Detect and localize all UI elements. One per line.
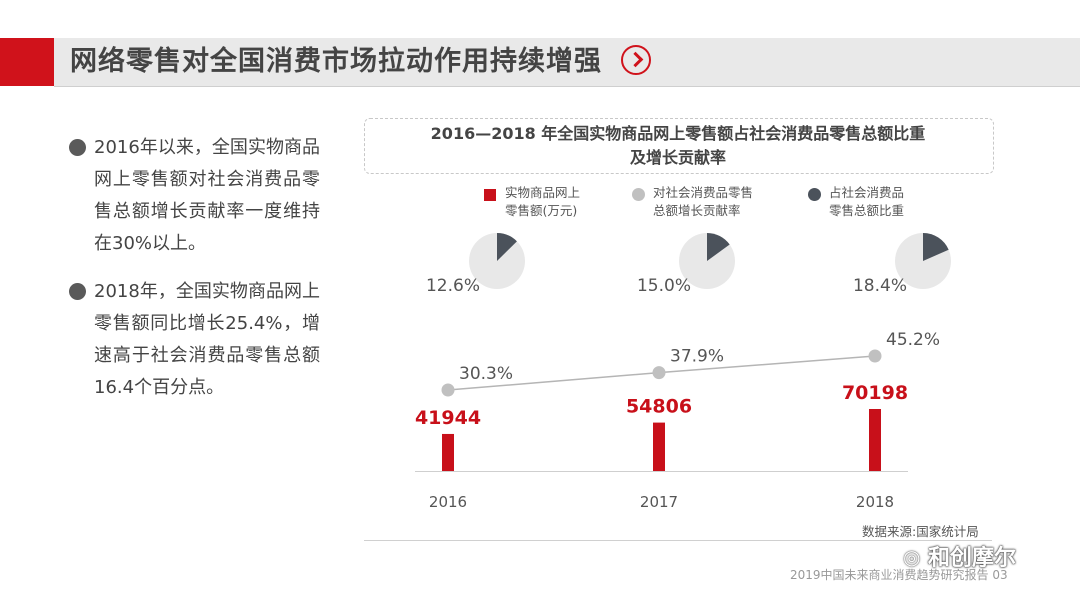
arrow-right-icon[interactable]	[621, 45, 651, 75]
legend-share-label: 占社会消费品 零售总额比重	[829, 184, 904, 220]
footer-text: 2019中国未来商业消费趋势研究报告 03	[790, 568, 1008, 582]
contribution-point-2017	[652, 366, 666, 380]
contribution-label-2016: 30.3%	[459, 364, 513, 384]
legend-share-line-2: 零售总额比重	[829, 203, 905, 218]
share-pie-slice-2016	[497, 233, 517, 261]
title-divider	[54, 86, 1080, 87]
legend-share-swatch	[808, 188, 821, 201]
share-label-2017: 15.0%	[637, 276, 691, 296]
legend-share-line-1: 占社会消费品	[829, 185, 905, 200]
chart-bottom-divider	[364, 540, 992, 541]
bullet-dot-icon	[69, 139, 86, 156]
contribution-point-2016	[441, 383, 455, 397]
bar-2017	[653, 422, 665, 471]
bar-label-2017: 54806	[626, 396, 692, 418]
data-source: 数据来源:国家统计局	[862, 524, 979, 539]
wechat-icon: ◎	[903, 545, 921, 569]
page-title: 网络零售对全国消费市场拉动作用持续增强	[70, 46, 602, 77]
chart-title-frame	[364, 118, 994, 174]
share-pie-slice-2018	[923, 233, 949, 261]
share-label-2016: 12.6%	[426, 276, 480, 296]
contribution-label-2017: 37.9%	[670, 347, 724, 367]
bar-2018	[869, 409, 881, 471]
bullet-text-1: 2016年以来，全国实物商品网上零售额对社会消费品零售总额增长贡献率一度维持在3…	[94, 137, 320, 254]
chart-title: 2016—2018 年全国实物商品网上零售额占社会消费品零售总额比重 及增长贡献…	[364, 122, 992, 170]
contribution-label-2018: 45.2%	[886, 330, 940, 350]
watermark-text: 和创摩尔	[928, 546, 1017, 571]
title-bar	[0, 38, 1080, 86]
bullet-item-2: 2018年，全国实物商品网上零售额同比增长25.4%，增速高于社会消费品零售总额…	[69, 276, 320, 404]
chart-title-line-1: 2016—2018 年全国实物商品网上零售额占社会消费品零售总额比重	[430, 124, 926, 143]
x-tick-2017: 2017	[640, 493, 678, 511]
contribution-point-2018	[868, 349, 882, 363]
legend-contrib-label: 对社会消费品零售 总额增长贡献率	[653, 184, 753, 220]
legend-sales-line-2: 零售额(万元)	[505, 203, 578, 218]
legend-contrib-line-1: 对社会消费品零售	[653, 185, 754, 200]
bar-label-2018: 70198	[842, 382, 908, 404]
chart-title-line-2: 及增长贡献率	[629, 148, 726, 167]
x-tick-2016: 2016	[429, 493, 467, 511]
legend-contrib-swatch	[632, 188, 645, 201]
bar-2016	[442, 433, 454, 471]
bullet-text-2: 2018年，全国实物商品网上零售额同比增长25.4%，增速高于社会消费品零售总额…	[94, 281, 320, 398]
share-label-2018: 18.4%	[853, 276, 907, 296]
bar-label-2016: 41944	[415, 407, 481, 429]
legend-sales-label: 实物商品网上 零售额(万元)	[505, 184, 580, 220]
bullet-dot-icon	[69, 283, 86, 300]
bullet-item-1: 2016年以来，全国实物商品网上零售额对社会消费品零售总额增长贡献率一度维持在3…	[69, 132, 320, 260]
legend-sales-swatch	[484, 189, 496, 201]
legend-contrib-line-2: 总额增长贡献率	[653, 203, 741, 218]
x-tick-2018: 2018	[856, 493, 894, 511]
legend-sales-line-1: 实物商品网上	[505, 185, 581, 200]
title-accent-block	[0, 38, 54, 86]
share-pie-slice-2017	[707, 233, 730, 261]
